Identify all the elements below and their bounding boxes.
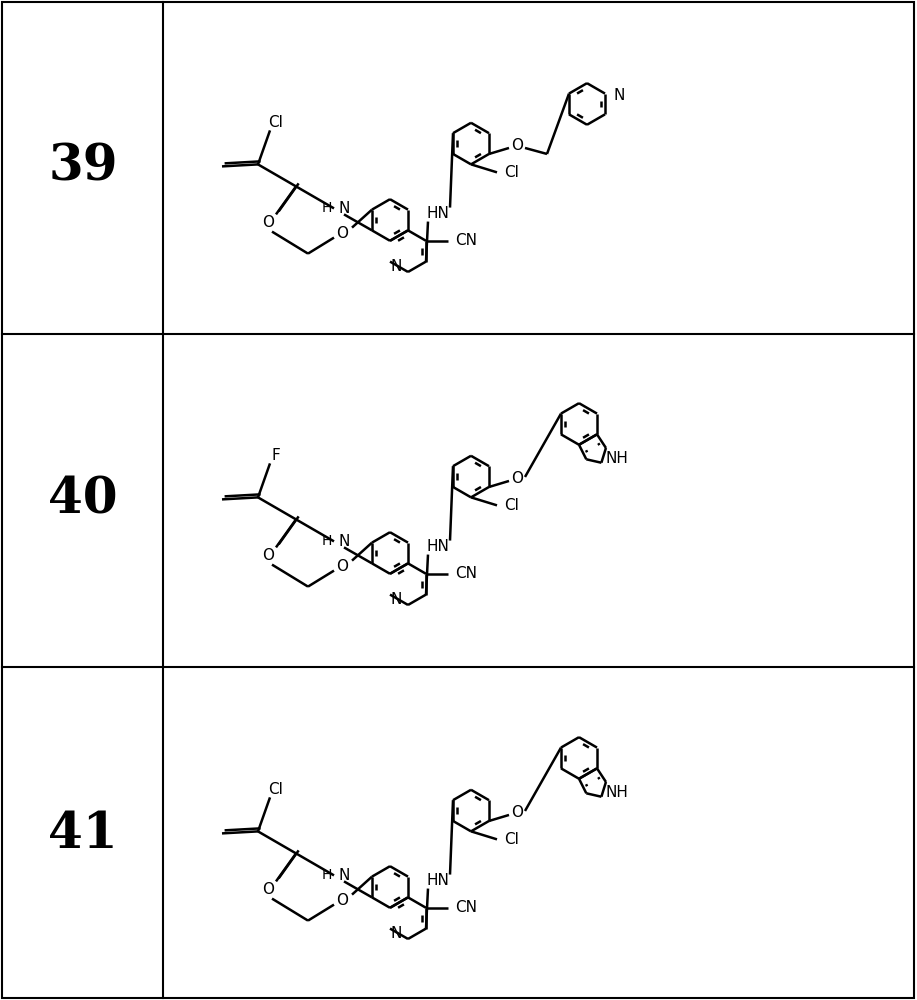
Text: F: F xyxy=(271,448,281,463)
Text: O: O xyxy=(262,882,274,897)
Text: 40: 40 xyxy=(49,476,117,524)
Text: Cl: Cl xyxy=(504,832,519,847)
Text: N: N xyxy=(339,534,350,549)
Text: O: O xyxy=(262,215,274,230)
Text: O: O xyxy=(511,138,523,153)
Text: O: O xyxy=(511,805,523,820)
Text: HN: HN xyxy=(426,539,449,554)
Text: Cl: Cl xyxy=(504,165,519,180)
Text: Cl: Cl xyxy=(269,115,283,130)
Text: HN: HN xyxy=(426,206,449,221)
Text: N: N xyxy=(613,88,624,103)
Text: CN: CN xyxy=(455,233,477,248)
Text: 41: 41 xyxy=(49,810,117,858)
Text: N: N xyxy=(339,201,350,216)
Text: N: N xyxy=(391,259,402,274)
Text: CN: CN xyxy=(455,900,477,915)
Text: O: O xyxy=(336,559,348,574)
Text: N: N xyxy=(391,926,402,941)
Text: O: O xyxy=(511,471,523,486)
Text: NH: NH xyxy=(606,451,629,466)
Text: Cl: Cl xyxy=(504,498,519,513)
Text: Cl: Cl xyxy=(269,782,283,797)
Text: O: O xyxy=(262,548,274,563)
Text: H: H xyxy=(322,534,332,548)
Text: NH: NH xyxy=(606,785,629,800)
Text: CN: CN xyxy=(455,566,477,581)
Text: 39: 39 xyxy=(49,142,117,192)
Text: H: H xyxy=(322,201,332,215)
Text: O: O xyxy=(336,226,348,241)
Text: N: N xyxy=(339,868,350,883)
Text: H: H xyxy=(322,868,332,882)
Text: N: N xyxy=(391,592,402,607)
Text: O: O xyxy=(336,893,348,908)
Text: HN: HN xyxy=(426,873,449,888)
